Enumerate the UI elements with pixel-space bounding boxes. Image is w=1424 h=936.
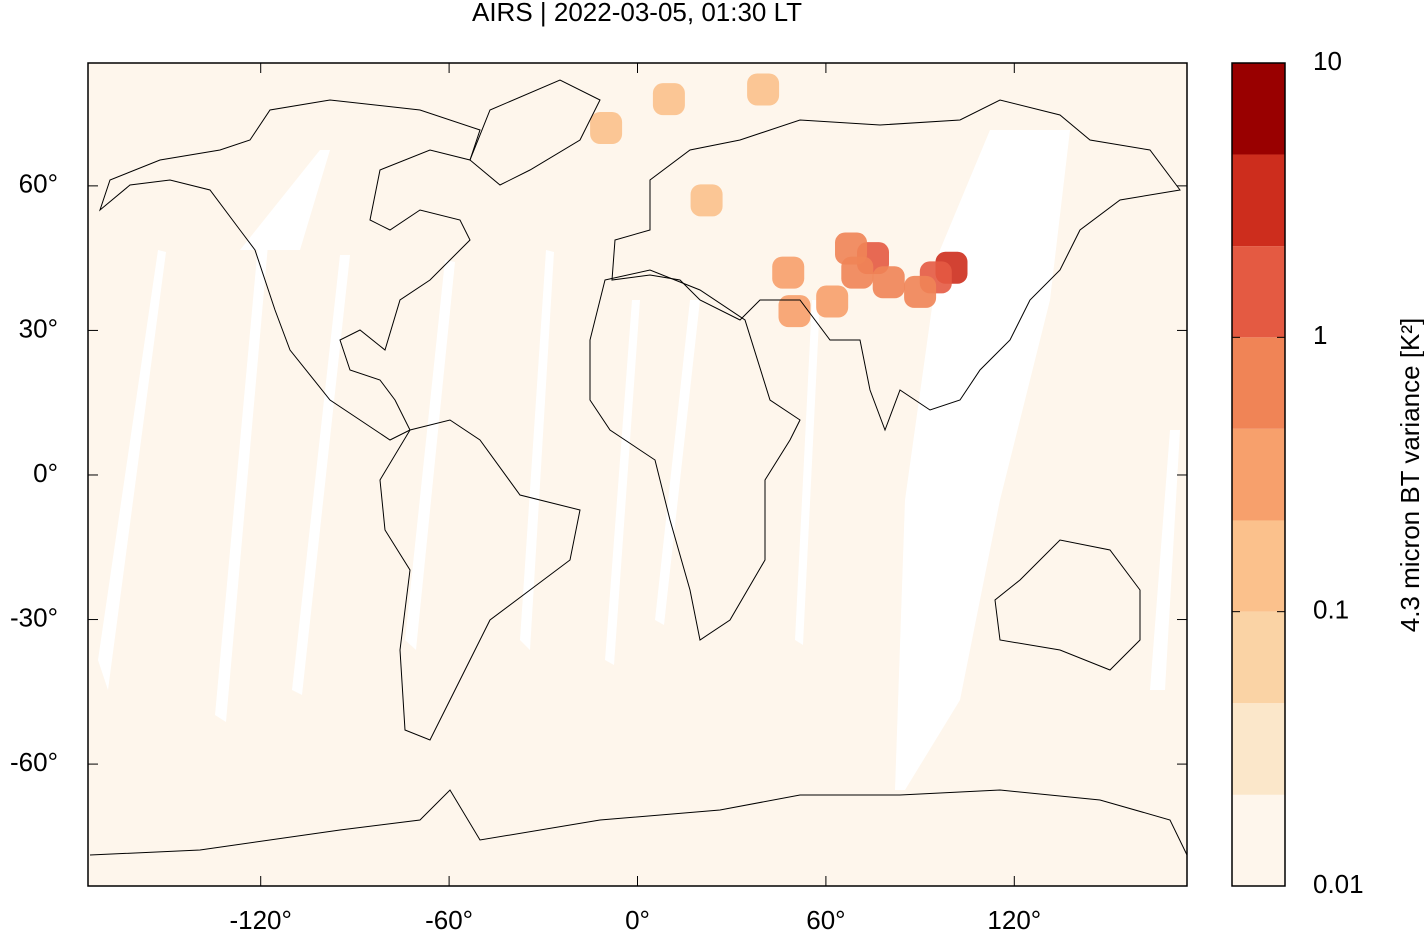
coastlines xyxy=(89,79,1188,856)
variance-cell xyxy=(652,83,685,116)
variance-cell xyxy=(690,184,723,217)
swath-gaps xyxy=(98,130,1180,790)
variance-cell xyxy=(772,256,805,289)
x-tick-label: -120° xyxy=(229,905,291,935)
colorbar-band xyxy=(1232,337,1285,429)
coast-north-america xyxy=(98,99,481,441)
coast-eurasia xyxy=(611,99,1181,432)
coast-greenland xyxy=(469,79,601,186)
x-tick-label: 0° xyxy=(625,905,650,935)
coast-australia xyxy=(994,539,1141,671)
y-tick-label: 60° xyxy=(19,169,58,199)
colorbar-band xyxy=(1232,520,1285,612)
variance-cell xyxy=(872,266,905,299)
variance-cell xyxy=(747,73,780,106)
x-tick-label: -60° xyxy=(425,905,473,935)
colorbar-tick-label: 0.01 xyxy=(1313,869,1364,899)
colorbar-band xyxy=(1232,794,1285,886)
y-tick-label: 30° xyxy=(19,313,58,343)
coast-south-america xyxy=(379,419,581,741)
variance-cell xyxy=(835,232,868,265)
map-area xyxy=(87,62,1188,887)
coast-antarctica xyxy=(89,789,1188,856)
colorbar-label: 4.3 micron BT variance [K²] xyxy=(1395,318,1424,633)
variance-cell xyxy=(590,112,623,145)
colorbar-band xyxy=(1232,246,1285,338)
x-tick-label: 60° xyxy=(806,905,845,935)
colorbar-tick-label: 0.1 xyxy=(1313,595,1349,625)
variance-cell xyxy=(904,275,937,308)
y-tick-label: -60° xyxy=(10,747,58,777)
colorbar-band xyxy=(1232,154,1285,247)
y-tick-label: -30° xyxy=(10,602,58,632)
colorbar-band xyxy=(1232,703,1285,795)
variance-cell xyxy=(841,256,874,289)
colorbar-band xyxy=(1232,63,1285,155)
colorbar-tick-label: 10 xyxy=(1313,46,1342,76)
colorbar: 0.01 0.1 1 10 xyxy=(1231,46,1364,899)
coast-africa xyxy=(589,269,801,641)
colorbar-tick-label: 1 xyxy=(1313,320,1327,350)
colorbar-band xyxy=(1232,428,1285,521)
colorbar-band xyxy=(1232,611,1285,704)
chart-title: AIRS | 2022-03-05, 01:30 LT xyxy=(472,0,802,27)
colorbar-frame xyxy=(1231,62,1286,887)
x-tick-label: 120° xyxy=(987,905,1041,935)
variance-cell xyxy=(816,285,849,318)
y-tick-label: 0° xyxy=(33,458,58,488)
